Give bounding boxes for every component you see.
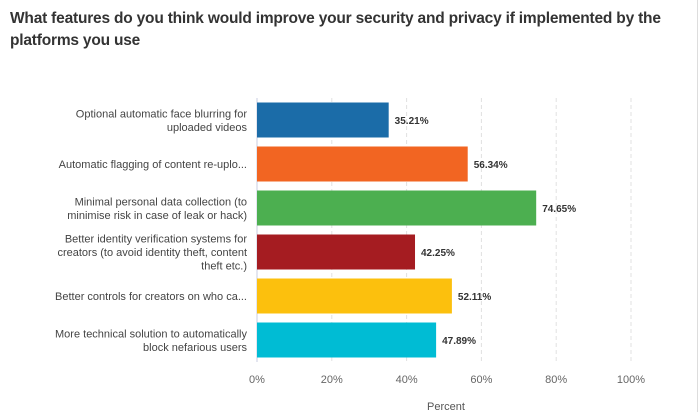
value-label: 35.21%: [395, 116, 429, 127]
chart-title: What features do you think would improve…: [10, 10, 661, 49]
x-tick-label: 40%: [396, 374, 418, 386]
x-axis-title: Percent: [427, 401, 465, 412]
panel-border: [697, 0, 698, 412]
category-label: creators (to avoid identity theft, conte…: [57, 247, 247, 259]
x-tick-label: 20%: [321, 374, 343, 386]
value-label: 47.89%: [442, 336, 476, 347]
bar: [257, 102, 389, 138]
value-label: 52.11%: [458, 292, 491, 303]
bar: [257, 146, 468, 182]
category-label: More technical solution to automatically: [55, 328, 247, 340]
value-label: 56.34%: [474, 160, 508, 171]
category-label: Automatic flagging of content re-uplo...: [59, 159, 247, 171]
category-label: theft etc.): [201, 261, 247, 273]
bar: [257, 278, 452, 314]
category-label: uploaded videos: [167, 122, 248, 134]
category-label: block nefarious users: [143, 342, 247, 354]
x-tick-label: 60%: [470, 374, 492, 386]
bar: [257, 190, 537, 226]
value-label: 42.25%: [421, 248, 455, 259]
x-tick-label: 100%: [617, 374, 645, 386]
category-label: Minimal personal data collection (to: [75, 196, 247, 208]
category-label: Better identity verification systems for: [65, 234, 248, 246]
x-tick-label: 0%: [249, 374, 265, 386]
category-label: Better controls for creators on who ca..…: [55, 291, 247, 303]
category-label: Optional automatic face blurring for: [76, 108, 248, 120]
bar: [257, 322, 437, 358]
category-label: minimise risk in case of leak or hack): [67, 210, 247, 222]
x-tick-label: 80%: [545, 374, 567, 386]
value-label: 74.65%: [542, 204, 576, 215]
bar: [257, 234, 416, 270]
